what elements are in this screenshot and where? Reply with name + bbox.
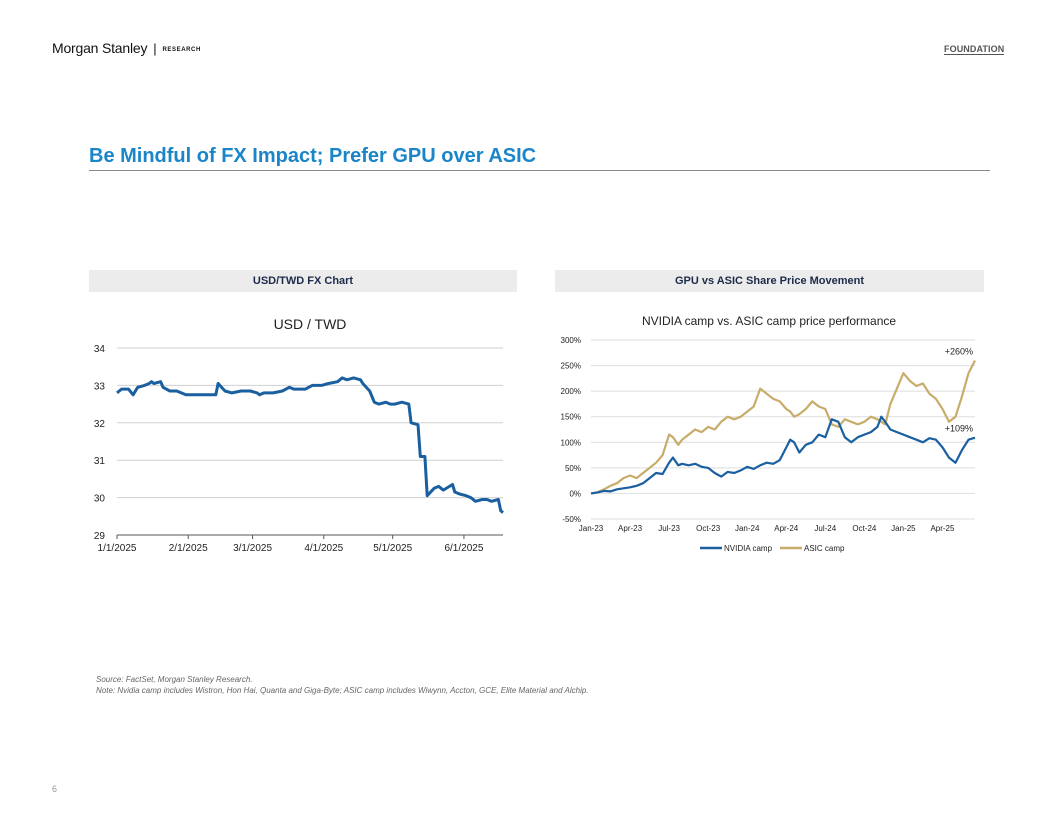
brand-name: Morgan Stanley	[52, 40, 148, 56]
x-tick-label: Jul-24	[814, 524, 836, 533]
chart-title: USD / TWD	[274, 316, 347, 332]
foundation-label: FOUNDATION	[944, 44, 1005, 55]
gpu-asic-chart: NVIDIA camp vs. ASIC camp price performa…	[561, 314, 976, 553]
title-divider	[89, 170, 990, 171]
research-label: RESEARCH	[162, 47, 201, 53]
fx-panel-heading: USD/TWD FX Chart	[89, 270, 517, 292]
chart-title: NVIDIA camp vs. ASIC camp price performa…	[642, 314, 896, 328]
y-tick-label: 250%	[561, 362, 581, 371]
x-tick-label: Jan-23	[579, 524, 604, 533]
y-tick-label: 0%	[569, 489, 581, 498]
x-tick-label: 4/1/2025	[304, 543, 343, 554]
end-value-annotation: +109%	[945, 424, 973, 434]
x-tick-label: Jan-25	[891, 524, 916, 533]
page-number: 6	[52, 784, 58, 794]
y-tick-label: 29	[94, 531, 106, 542]
x-tick-label: Jul-23	[658, 524, 680, 533]
x-tick-label: Apr-25	[930, 524, 955, 533]
source-footnote: Source: FactSet, Morgan Stanley Research…	[96, 675, 253, 684]
morgan-stanley-logo: Morgan Stanley | RESEARCH	[52, 40, 201, 56]
y-tick-label: -50%	[562, 515, 581, 524]
y-tick-label: 100%	[561, 438, 581, 447]
legend-label: NVIDIA camp	[724, 544, 773, 553]
x-tick-label: 6/1/2025	[444, 543, 483, 554]
x-tick-label: 1/1/2025	[98, 543, 137, 554]
usd-twd-chart: USD / TWD 29 30 31 32 33 34 1/1/2025 2/1/2025 3/1…	[94, 316, 504, 554]
y-tick-label: 34	[94, 344, 106, 355]
y-tick-label: 300%	[561, 336, 581, 345]
note-footnote: Note: Nvidia camp includes Wistron, Hon …	[96, 686, 589, 695]
x-tick-label: 2/1/2025	[169, 543, 208, 554]
page-title: Be Mindful of FX Impact; Prefer GPU over…	[89, 145, 537, 167]
x-tick-label: Oct-24	[852, 524, 877, 533]
usd-twd-series-line	[116, 376, 504, 514]
logo-separator: |	[153, 41, 157, 56]
y-tick-label: 150%	[561, 413, 581, 422]
x-tick-label: Apr-23	[618, 524, 643, 533]
x-tick-label: 5/1/2025	[373, 543, 412, 554]
y-tick-label: 31	[94, 456, 106, 467]
y-tick-label: 33	[94, 381, 106, 392]
y-tick-label: 200%	[561, 387, 581, 396]
x-tick-label: 3/1/2025	[233, 543, 272, 554]
x-tick-label: Apr-24	[774, 524, 799, 533]
x-tick-label: Oct-23	[696, 524, 721, 533]
nvidia-camp-line	[590, 415, 976, 495]
y-tick-label: 50%	[565, 464, 581, 473]
end-value-annotation: +260%	[945, 346, 973, 356]
y-tick-label: 32	[94, 419, 106, 430]
y-tick-label: 30	[94, 494, 106, 505]
gpu-asic-panel-heading: GPU vs ASIC Share Price Movement	[555, 270, 984, 292]
asic-camp-line	[590, 359, 976, 495]
legend-label: ASIC camp	[804, 544, 845, 553]
x-tick-label: Jan-24	[735, 524, 760, 533]
